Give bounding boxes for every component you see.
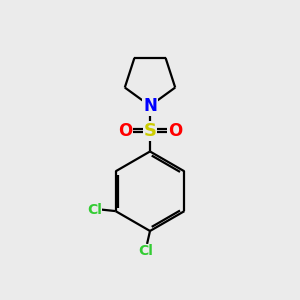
Text: N: N — [143, 97, 157, 115]
Text: Cl: Cl — [138, 244, 153, 258]
Text: O: O — [118, 122, 132, 140]
Text: Cl: Cl — [87, 202, 102, 217]
Text: O: O — [168, 122, 182, 140]
Text: S: S — [143, 122, 157, 140]
